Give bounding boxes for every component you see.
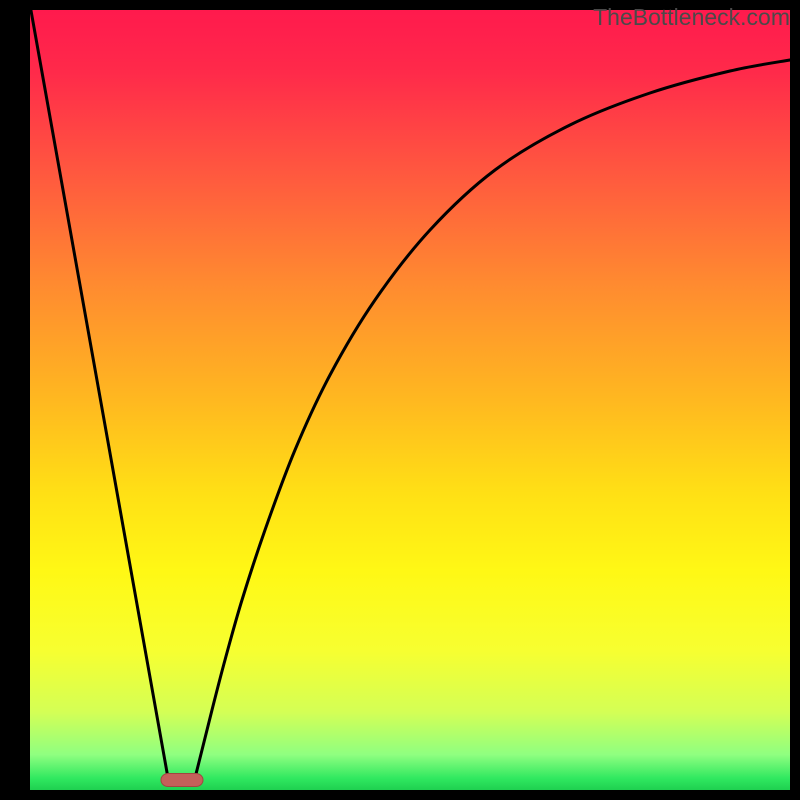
plot-area [30, 10, 790, 790]
curve-right-arc [195, 60, 790, 778]
chart-container: TheBottleneck.com [0, 0, 800, 800]
watermark-text: TheBottleneck.com [593, 4, 790, 31]
curves-svg [30, 10, 790, 790]
bottleneck-marker [161, 774, 203, 787]
curve-left-line [30, 5, 168, 778]
